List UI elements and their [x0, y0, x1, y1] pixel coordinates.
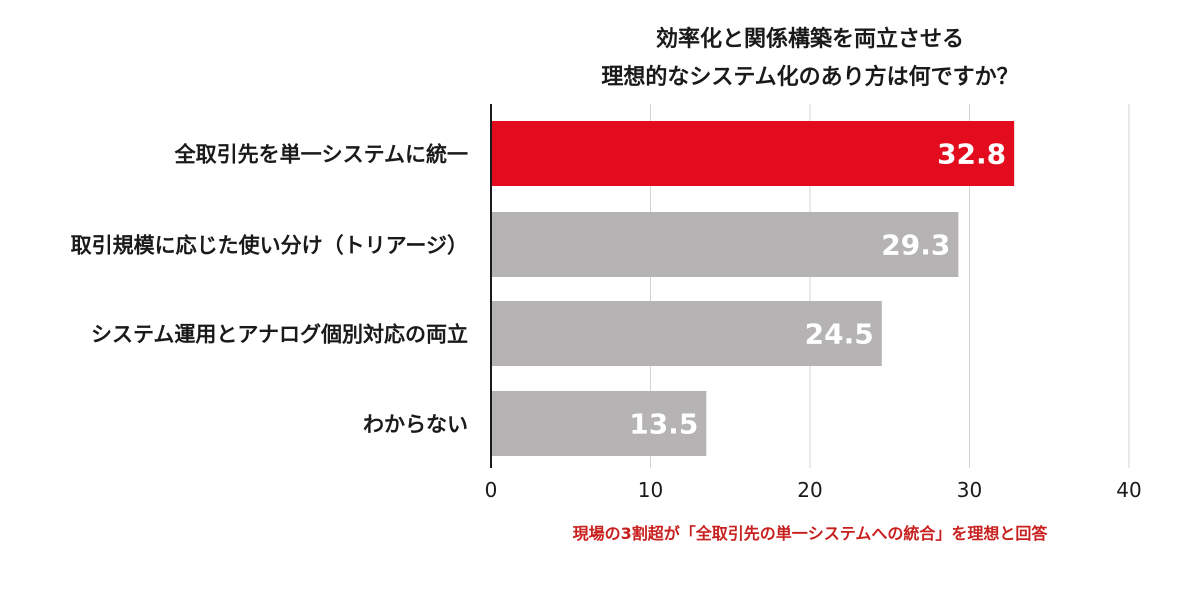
value-labels: 32.8 29.3 24.5 13.5: [629, 138, 1006, 441]
bars: [491, 121, 1015, 456]
value-label-0: 32.8: [937, 138, 1006, 171]
x-axis-ticks: 0 10 20 30 40: [485, 478, 1142, 502]
chart-title-line-1: 効率化と関係構築を両立させる: [656, 26, 964, 52]
category-label-0: 全取引先を単一システムに統一: [174, 143, 468, 167]
category-label-3: わからない: [363, 413, 468, 437]
chart-title-line-2: 理想的なシステム化のあり方は何ですか？: [601, 64, 1018, 90]
bar-0: [491, 121, 1015, 186]
bar-2: [491, 301, 882, 366]
x-tick-label-30: 30: [957, 478, 982, 502]
x-tick-label-10: 10: [638, 478, 663, 502]
annotation-note: 現場の3割超が「全取引先の単一システムへの統合」を理想と回答: [573, 524, 1049, 543]
bar-1: [491, 212, 959, 277]
bar-3: [491, 391, 707, 456]
value-label-3: 13.5: [629, 408, 698, 441]
x-tick-label-40: 40: [1116, 478, 1141, 502]
category-label-1: 取引規模に応じた使い分け（トリアージ）: [71, 234, 468, 258]
category-label-2: システム運用とアナログ個別対応の両立: [91, 323, 468, 347]
value-label-2: 24.5: [805, 318, 874, 351]
value-label-1: 29.3: [881, 229, 950, 262]
x-tick-label-20: 20: [797, 478, 822, 502]
x-tick-label-0: 0: [485, 478, 498, 502]
